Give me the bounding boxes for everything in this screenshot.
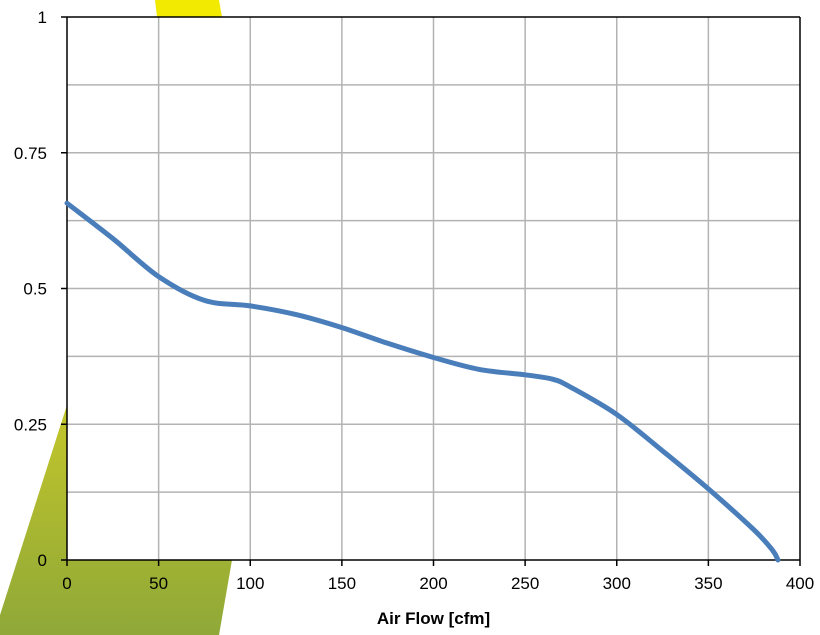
x-tick-label: 250 xyxy=(511,574,539,593)
data-point xyxy=(706,486,711,491)
x-tick-label: 100 xyxy=(236,574,264,593)
tick-labels: 0 50 100 150 200 250 300 350 400 0 0.25 0.5 0.75 1 xyxy=(14,8,814,593)
x-tick-label: 400 xyxy=(786,574,814,593)
data-point xyxy=(614,412,619,417)
data-point xyxy=(110,236,115,241)
y-tick-label: 1 xyxy=(38,8,47,27)
data-point xyxy=(385,341,390,346)
data-point xyxy=(248,303,253,308)
data-point xyxy=(294,312,299,317)
data-point xyxy=(156,274,161,279)
x-tick-label: 200 xyxy=(419,574,447,593)
decorative-background xyxy=(0,0,232,635)
data-point xyxy=(65,201,70,206)
grid xyxy=(67,17,800,560)
data-point xyxy=(770,548,775,553)
data-point xyxy=(752,528,757,533)
series-layer xyxy=(64,200,781,563)
y-tick-label: 0.5 xyxy=(23,280,47,299)
x-tick-label: 350 xyxy=(694,574,722,593)
y-tick-label: 0 xyxy=(38,551,47,570)
data-point xyxy=(477,367,482,372)
x-tick-label: 50 xyxy=(149,574,168,593)
data-point xyxy=(339,325,344,330)
x-tick-label: 150 xyxy=(328,574,356,593)
decor-olive-shape xyxy=(0,405,232,635)
x-tick-label: 0 xyxy=(62,574,71,593)
data-point xyxy=(568,385,573,390)
series-line xyxy=(64,200,781,563)
decor-yellow-shape xyxy=(155,0,222,17)
axes xyxy=(61,16,801,566)
data-point xyxy=(431,355,436,360)
data-point xyxy=(660,448,665,453)
data-point xyxy=(523,372,528,377)
data-point xyxy=(550,377,555,382)
y-tick-label: 0.75 xyxy=(14,144,47,163)
y-tick-label: 0.25 xyxy=(14,415,47,434)
x-axis-title: Air Flow [cfm] xyxy=(377,609,490,628)
data-point xyxy=(202,298,207,303)
x-tick-label: 300 xyxy=(603,574,631,593)
data-point xyxy=(776,558,781,563)
